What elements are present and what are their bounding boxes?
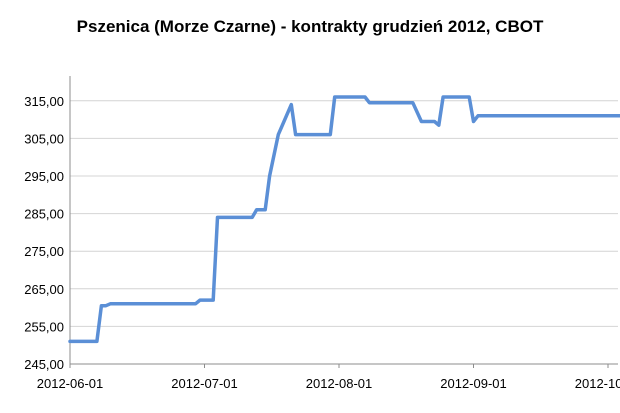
y-tick-label: 305,00 [24,131,64,146]
axes [69,76,618,368]
y-tick-label: 275,00 [24,244,64,259]
x-axis-tick-labels: 2012-06-01 2012-07-01 2012-08-01 2012-09-01… [37,376,620,391]
chart-title: Pszenica (Morze Czarne) - kontrakty grud… [77,17,544,36]
y-axis-tick-labels: 245,00 255,00 265,00 275,00 285,00 295,00 305,… [24,94,64,372]
y-tick-label: 295,00 [24,169,64,184]
series-layer [68,95,620,344]
x-tick-label: 2012-07-01 [171,376,238,391]
y-tick-label: 285,00 [24,207,64,222]
x-tick-label: 2012-10-01 [575,376,620,391]
x-tick-label: 2012-09-01 [440,376,507,391]
y-tick-label: 255,00 [24,319,64,334]
series-line [68,95,620,344]
y-tick-label: 265,00 [24,282,64,297]
y-tick-label: 315,00 [24,94,64,109]
x-tick-label: 2012-06-01 [37,376,104,391]
gridlines [70,100,618,365]
x-tick-label: 2012-08-01 [306,376,373,391]
y-tick-label: 245,00 [24,357,64,372]
